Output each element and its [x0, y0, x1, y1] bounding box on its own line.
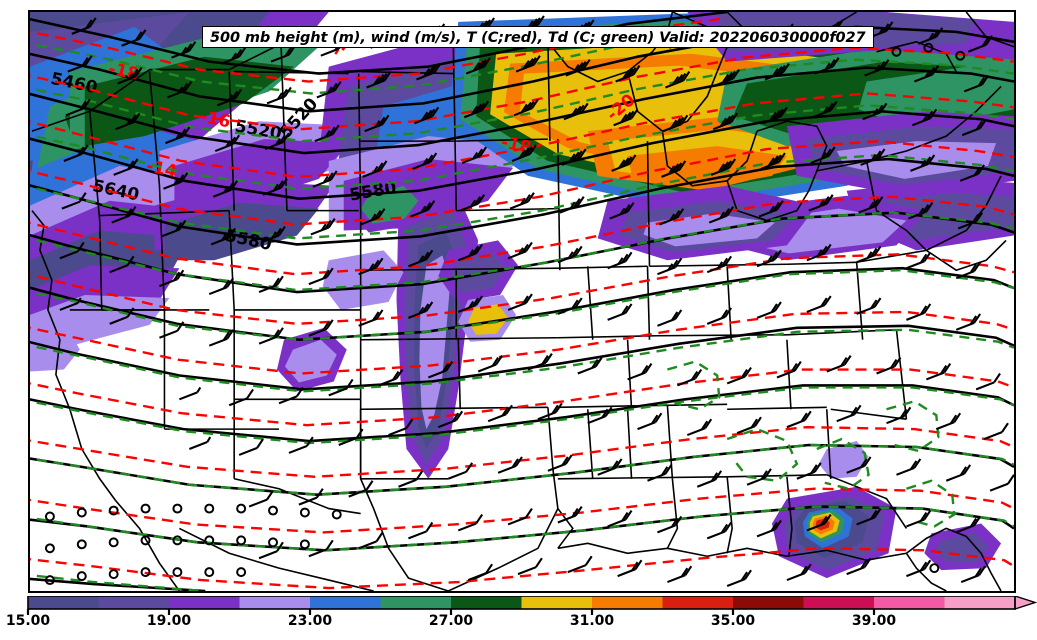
colorbar-segment	[169, 596, 241, 609]
colorbar-gradient	[26, 596, 1037, 615]
colorbar-tick-label: 23.00	[287, 613, 333, 629]
colorbar-tick-label: 35.00	[710, 613, 756, 629]
colorbar-extend-arrow	[1014, 596, 1037, 610]
colorbar-segment	[521, 596, 593, 609]
colorbar-segment	[944, 596, 1016, 609]
map-title-text: 500 mb height (m), wind (m/s), T (C;red)…	[210, 29, 866, 46]
colorbar-tick-label: 31.00	[569, 613, 615, 629]
colorbar-segment	[310, 596, 382, 609]
colorbar-tick-label: 27.00	[428, 613, 474, 629]
colorbar-tick-label: 19.00	[146, 613, 192, 629]
colorbar-segment	[592, 596, 664, 609]
calm-wind-symbols	[44, 42, 966, 586]
colorbar-segment	[874, 596, 946, 609]
colorbar: 15.00 19.00 23.00 27.00 31.00 35.00 39.00	[0, 596, 1037, 640]
colorbar-segment	[733, 596, 805, 609]
colorbar-segment	[239, 596, 311, 609]
colorbar-tick-label: 15.00	[5, 613, 51, 629]
map-title-box: 500 mb height (m), wind (m/s), T (C;red)…	[202, 26, 874, 48]
map-panel[interactable]: 5460 5520 5520 5580 5640 5580	[28, 10, 1016, 593]
colorbar-segment	[28, 596, 100, 609]
colorbar-segment	[662, 596, 734, 609]
colorbar-segment	[98, 596, 170, 609]
colorbar-tick-label: 39.00	[851, 613, 897, 629]
map-canvas: 5460 5520 5520 5580 5640 5580	[30, 12, 1014, 591]
colorbar-segment	[451, 596, 523, 609]
colorbar-segment	[803, 596, 875, 609]
colorbar-segment	[380, 596, 452, 609]
